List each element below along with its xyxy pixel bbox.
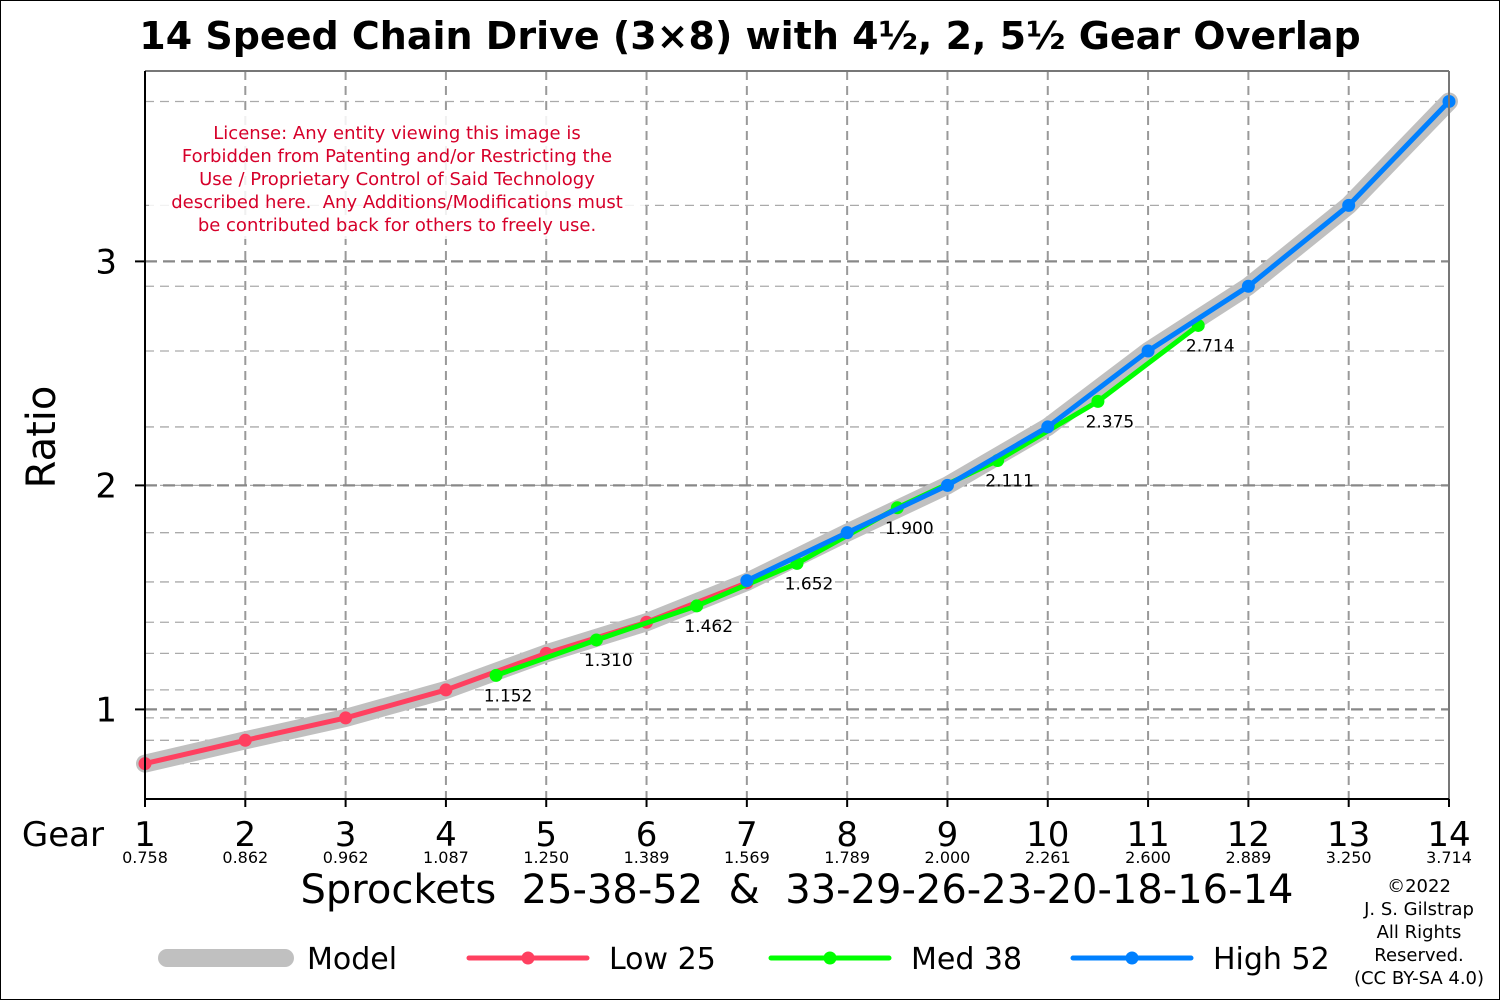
x-tick-ratio: 1.789: [824, 848, 870, 867]
copyright-line: All Rights: [1377, 922, 1462, 943]
data-label: 1.310: [584, 651, 633, 671]
x-tick-ratio: 2.600: [1125, 848, 1171, 867]
x-tick-ratio: 1.569: [724, 848, 770, 867]
copyright-line: (CC BY-SA 4.0): [1354, 968, 1484, 989]
data-labels: 1.152 1.310 1.462 1.652 1.900 2.111 2.375 2.714: [484, 336, 1235, 706]
legend-marker: [823, 951, 837, 965]
data-label: 2.375: [1086, 412, 1135, 432]
legend-marker: [1125, 951, 1139, 965]
data-point: [690, 599, 704, 613]
x-tick-label: 2: [234, 815, 256, 855]
y-tick-label: 1: [95, 690, 117, 730]
data-point: [1241, 279, 1255, 293]
legend: Model Low 25 Med 38 High 52: [158, 942, 1330, 977]
data-point: [1041, 420, 1055, 434]
data-point: [740, 574, 754, 588]
data-point: [940, 478, 954, 492]
x-tick-label: 10: [1026, 815, 1069, 855]
legend-label: Model: [307, 942, 397, 977]
license-line: described here. Any Additions/Modificati…: [171, 192, 623, 213]
x-tick-ratio: 2.000: [925, 848, 971, 867]
x-tick-ratio: 2.261: [1025, 848, 1071, 867]
data-point: [1342, 198, 1356, 212]
legend-marker: [521, 951, 535, 965]
data-point: [840, 526, 854, 540]
license-line: Forbidden from Patenting and/or Restrict…: [182, 146, 612, 167]
x-tick-ratio: 2.889: [1225, 848, 1271, 867]
license-line: License: Any entity viewing this image i…: [213, 123, 580, 144]
copyright-line: J. S. Gilstrap: [1363, 899, 1474, 920]
x-tick-label: 6: [636, 815, 658, 855]
x-tick-label: 9: [937, 815, 959, 855]
series-group: [136, 92, 1458, 773]
x-tick-label: 4: [435, 815, 457, 855]
x-tick-label: 7: [736, 815, 758, 855]
data-label: 1.152: [484, 686, 533, 706]
y-axis-label: Ratio: [19, 386, 65, 489]
x-axis-gear-prefix: Gear: [22, 815, 104, 855]
axes: 12310.75820.86230.96241.08751.25061.3897…: [95, 70, 1472, 867]
license-box: [149, 115, 645, 239]
copyright-line: Reserved.: [1374, 945, 1464, 966]
x-tick-ratio: 1.250: [523, 848, 569, 867]
x-axis-label: Sprockets 25-38-52 & 33-29-26-23-20-18-1…: [301, 867, 1294, 913]
chart-title: 14 Speed Chain Drive (3×8) with 4½, 2, 5…: [139, 14, 1360, 58]
data-point: [489, 668, 503, 682]
x-tick-label: 14: [1427, 815, 1470, 855]
series-line-high-52: [744, 98, 1452, 584]
license-line: Use / Proprietary Control of Said Techno…: [199, 169, 595, 190]
y-tick-label: 3: [95, 242, 117, 282]
legend-label: Med 38: [911, 942, 1022, 977]
data-point: [439, 683, 453, 697]
y-tick-label: 2: [95, 466, 117, 506]
license-annotation: License: Any entity viewing this image i…: [149, 115, 645, 239]
legend-label: Low 25: [609, 942, 716, 977]
x-tick-ratio: 3.714: [1426, 848, 1472, 867]
x-tick-ratio: 1.389: [624, 848, 670, 867]
x-tick-label: 13: [1327, 815, 1370, 855]
data-label: 1.652: [785, 574, 834, 594]
data-point: [1091, 394, 1105, 408]
x-tick-label: 5: [535, 815, 557, 855]
data-label: 1.900: [885, 519, 934, 539]
x-tick-label: 12: [1227, 815, 1270, 855]
x-tick-ratio: 0.962: [323, 848, 369, 867]
x-tick-label: 3: [335, 815, 357, 855]
x-tick-ratio: 3.250: [1326, 848, 1372, 867]
data-label: 2.714: [1186, 336, 1235, 356]
legend-label: High 52: [1213, 942, 1330, 977]
data-point: [589, 633, 603, 647]
data-point: [1141, 344, 1155, 358]
data-point: [238, 733, 252, 747]
copyright-line: ©2022: [1387, 876, 1451, 897]
data-label: 1.462: [684, 617, 733, 637]
x-tick-ratio: 0.862: [222, 848, 268, 867]
copyright-box: [1341, 869, 1493, 995]
data-label: 2.111: [985, 472, 1034, 492]
license-line: be contributed back for others to freely…: [198, 215, 596, 236]
x-tick-label: 11: [1126, 815, 1169, 855]
x-tick-ratio: 0.758: [122, 848, 168, 867]
x-tick-label: 8: [836, 815, 858, 855]
x-tick-label: 1: [134, 815, 156, 855]
data-point: [339, 711, 353, 725]
x-tick-ratio: 1.087: [423, 848, 469, 867]
